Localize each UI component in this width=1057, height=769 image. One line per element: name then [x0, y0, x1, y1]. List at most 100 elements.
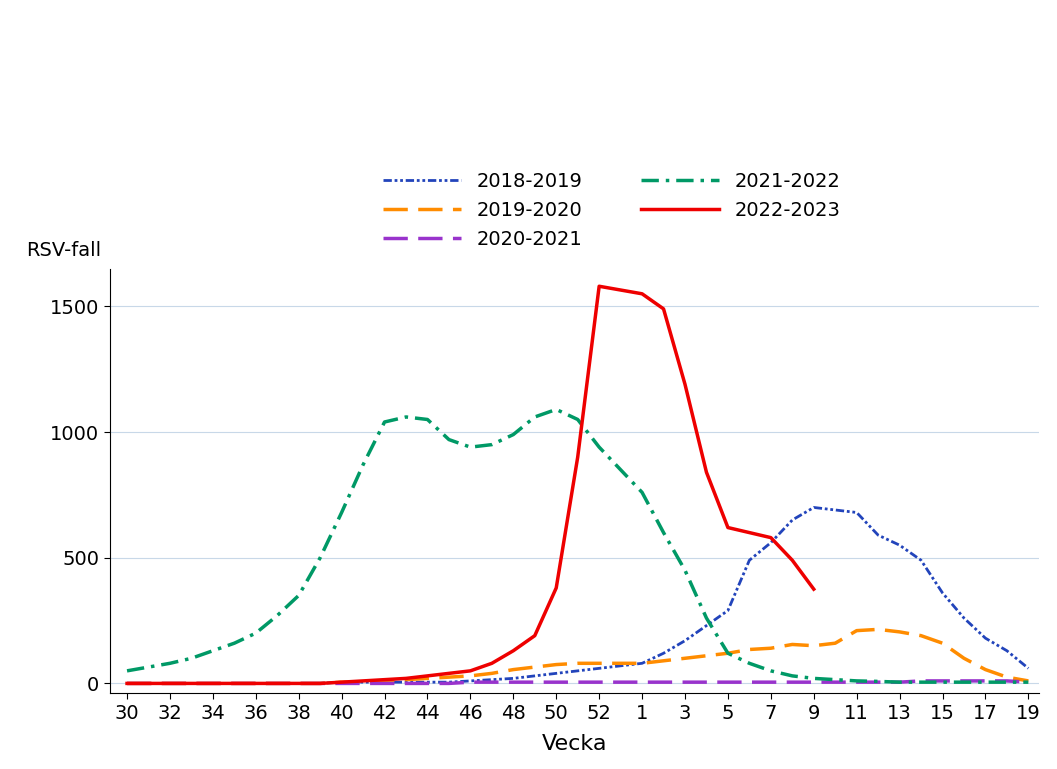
2022-2023: [485, 659, 498, 668]
2019-2020: [357, 677, 370, 687]
2020-2021: [958, 676, 970, 685]
2021-2022: [786, 671, 799, 681]
2018-2019: [914, 556, 927, 565]
2019-2020: [421, 674, 433, 683]
2020-2021: [206, 679, 219, 688]
2018-2019: [937, 588, 949, 598]
2019-2020: [657, 656, 670, 665]
2018-2019: [464, 676, 477, 685]
2022-2023: [786, 556, 799, 565]
2020-2021: [120, 679, 133, 688]
2021-2022: [206, 646, 219, 655]
2018-2019: [249, 679, 262, 688]
2021-2022: [314, 553, 327, 562]
2020-2021: [808, 677, 820, 687]
2021-2022: [657, 528, 670, 538]
2019-2020: [271, 679, 283, 688]
2018-2019: [850, 508, 863, 517]
2021-2022: [593, 442, 606, 451]
2021-2022: [271, 611, 283, 620]
2021-2022: [357, 460, 370, 469]
2018-2019: [1001, 646, 1014, 655]
Line: 2018-2019: 2018-2019: [127, 508, 1028, 684]
2021-2022: [572, 414, 585, 424]
2020-2021: [937, 676, 949, 685]
2022-2023: [572, 453, 585, 462]
2020-2021: [572, 677, 585, 687]
2019-2020: [979, 665, 991, 674]
2019-2020: [507, 665, 520, 674]
2018-2019: [228, 679, 241, 688]
2020-2021: [485, 677, 498, 687]
2020-2021: [421, 679, 433, 688]
2018-2019: [593, 664, 606, 673]
2022-2023: [185, 679, 198, 688]
2018-2019: [872, 531, 885, 540]
2022-2023: [400, 674, 412, 683]
2018-2019: [1022, 664, 1035, 673]
2020-2021: [786, 677, 799, 687]
Line: 2022-2023: 2022-2023: [127, 286, 814, 684]
Text: RSV-fall: RSV-fall: [26, 241, 101, 260]
2019-2020: [185, 679, 198, 688]
2019-2020: [893, 628, 906, 637]
2018-2019: [528, 671, 541, 681]
2018-2019: [378, 677, 391, 687]
2021-2022: [893, 677, 906, 687]
2019-2020: [764, 644, 777, 653]
2018-2019: [572, 666, 585, 675]
2022-2023: [378, 675, 391, 684]
2021-2022: [937, 677, 949, 687]
2018-2019: [764, 538, 777, 548]
2020-2021: [528, 677, 541, 687]
2019-2020: [206, 679, 219, 688]
2019-2020: [1001, 673, 1014, 682]
2018-2019: [335, 677, 348, 687]
2020-2021: [228, 679, 241, 688]
2020-2021: [164, 679, 177, 688]
2021-2022: [120, 666, 133, 675]
2020-2021: [293, 679, 305, 688]
2019-2020: [528, 662, 541, 671]
2018-2019: [679, 636, 691, 645]
2020-2021: [1001, 676, 1014, 685]
2019-2020: [485, 669, 498, 678]
2019-2020: [142, 679, 154, 688]
2021-2022: [850, 676, 863, 685]
2018-2019: [443, 677, 456, 687]
2022-2023: [743, 528, 756, 538]
2022-2023: [593, 281, 606, 291]
2020-2021: [635, 677, 648, 687]
2020-2021: [979, 676, 991, 685]
2021-2022: [635, 488, 648, 497]
2020-2021: [357, 679, 370, 688]
2019-2020: [550, 660, 562, 669]
2021-2022: [378, 418, 391, 427]
2020-2021: [657, 677, 670, 687]
2019-2020: [722, 648, 735, 657]
2020-2021: [829, 677, 841, 687]
2019-2020: [335, 677, 348, 687]
2018-2019: [829, 505, 841, 514]
2019-2020: [679, 654, 691, 663]
2021-2022: [1001, 677, 1014, 687]
2018-2019: [722, 606, 735, 615]
2021-2022: [293, 591, 305, 600]
2019-2020: [378, 676, 391, 685]
2021-2022: [808, 674, 820, 683]
2018-2019: [893, 541, 906, 550]
2022-2023: [249, 679, 262, 688]
2019-2020: [786, 640, 799, 649]
2022-2023: [142, 679, 154, 688]
2020-2021: [679, 677, 691, 687]
2018-2019: [314, 679, 327, 688]
2021-2022: [550, 404, 562, 414]
2018-2019: [958, 614, 970, 623]
2019-2020: [743, 645, 756, 654]
2022-2023: [335, 677, 348, 687]
2020-2021: [185, 679, 198, 688]
2021-2022: [1022, 677, 1035, 687]
2022-2023: [528, 631, 541, 641]
2020-2021: [850, 677, 863, 687]
2019-2020: [228, 679, 241, 688]
